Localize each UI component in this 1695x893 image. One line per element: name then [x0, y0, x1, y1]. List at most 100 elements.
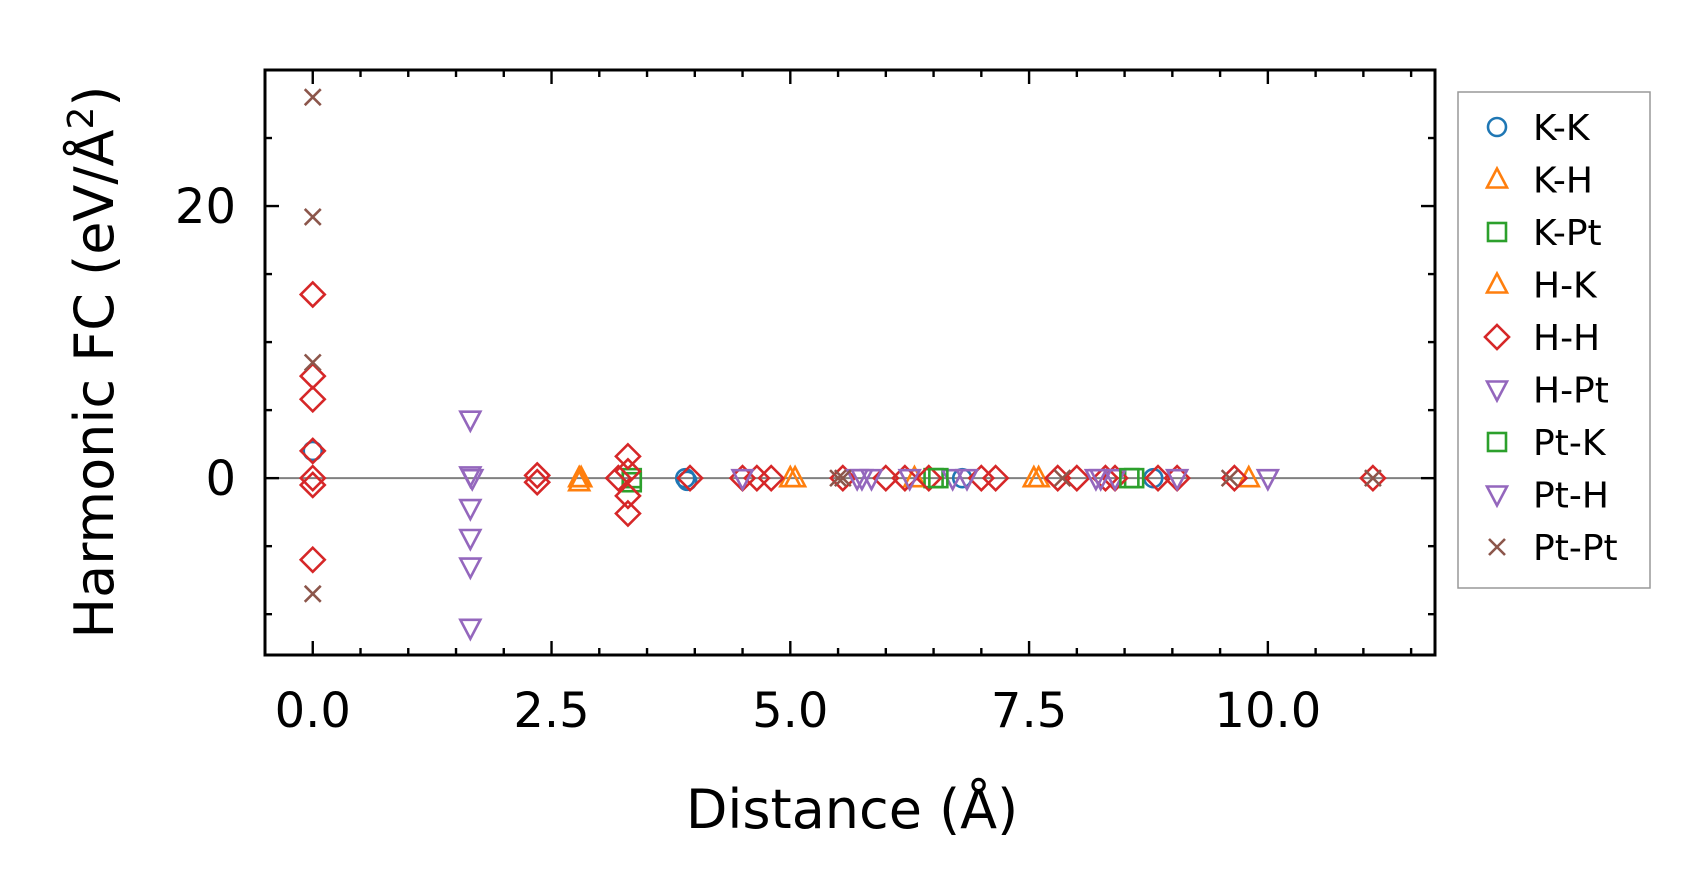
data-point [298, 437, 327, 465]
data-point [676, 464, 704, 492]
data-point [458, 528, 483, 552]
y-axis-label-main: Harmonic FC (eV/Å [62, 129, 126, 638]
series-pt-h [460, 468, 1113, 492]
data-point [298, 471, 327, 499]
data-point [568, 464, 594, 488]
data-point [460, 468, 485, 492]
legend-entry: H-K [1484, 266, 1598, 307]
legend-marker [1486, 116, 1508, 138]
legend-label: H-H [1533, 318, 1600, 359]
y-axis-label: Harmonic FC (eV/Å2) [61, 86, 126, 639]
data-point [757, 464, 786, 492]
data-point [604, 464, 633, 492]
data-point [303, 584, 322, 603]
data-point [458, 618, 483, 642]
data-point [829, 469, 847, 488]
data-point [1164, 468, 1190, 492]
y-axis-label-end: ) [63, 86, 126, 107]
data-point [303, 353, 322, 372]
data-point [1053, 469, 1072, 488]
data-point [298, 464, 327, 492]
y-tick-label: 0 [205, 451, 236, 507]
data-point [523, 461, 552, 490]
data-point [458, 498, 483, 522]
x-tick-label: 10.0 [1214, 683, 1321, 739]
legend-entry: K-H [1484, 161, 1593, 202]
data-point [298, 545, 327, 574]
legend-entry: H-Pt [1484, 371, 1609, 412]
data-point [298, 385, 327, 414]
x-tick-label: 7.5 [991, 683, 1067, 739]
legend-entry: H-H [1483, 318, 1600, 359]
data-point [897, 468, 922, 492]
legend-label: H-Pt [1533, 371, 1609, 412]
data-point [954, 468, 980, 492]
legend-marker [1483, 323, 1511, 351]
legend-entry: Pt-Pt [1488, 528, 1618, 569]
legend-label: K-H [1533, 161, 1593, 202]
data-points [298, 88, 1387, 642]
legend-entry: K-K [1486, 108, 1591, 149]
legend-label: K-K [1533, 108, 1591, 149]
data-point [1021, 464, 1047, 488]
data-point [928, 467, 949, 489]
data-point [298, 280, 327, 309]
legend-marker [1488, 538, 1506, 556]
legend-entry: Pt-K [1486, 423, 1607, 464]
x-tick-label: 0.0 [275, 683, 351, 739]
data-point [1255, 468, 1281, 492]
legend-label: H-K [1533, 266, 1598, 307]
series-h-k [568, 464, 1047, 488]
data-point [523, 468, 552, 497]
data-point [914, 464, 943, 492]
legend-marker [1484, 380, 1510, 404]
data-point [621, 471, 643, 493]
legend-frame [1457, 91, 1651, 589]
x-axis-label: Distance (Å) [686, 777, 1018, 841]
data-point [849, 468, 875, 492]
legend-marker [1484, 270, 1510, 294]
legend-label: Pt-Pt [1533, 528, 1618, 569]
y-tick-labels: 0 20 [175, 179, 236, 507]
data-point [1119, 467, 1140, 489]
data-point [614, 481, 642, 510]
data-point [981, 464, 1010, 492]
data-point [1091, 464, 1120, 492]
legend-entries: K-K K-H K-Pt H-K H-H H-Pt Pt-K Pt-H Pt-Pt [1483, 108, 1618, 569]
data-point [871, 464, 900, 492]
data-point [1364, 469, 1382, 488]
legend-entry: Pt-H [1484, 476, 1609, 517]
data-point [303, 208, 322, 226]
legend-label: Pt-H [1533, 476, 1609, 517]
data-point [891, 464, 919, 492]
legend-marker [1484, 485, 1510, 509]
legend-marker [1486, 431, 1508, 453]
y-axis-label-superscript: 2 [61, 107, 102, 130]
data-point [1088, 468, 1113, 492]
legend-label: Pt-K [1533, 423, 1607, 464]
data-point [833, 469, 852, 488]
y-tick-label: 20 [175, 179, 236, 235]
data-point [676, 470, 698, 492]
data-point [302, 440, 324, 462]
data-point [303, 88, 322, 107]
data-point [782, 464, 808, 488]
data-point [1359, 464, 1387, 492]
data-point [614, 442, 642, 471]
data-point [1062, 464, 1091, 492]
data-point [458, 410, 483, 434]
data-point [614, 499, 642, 528]
x-tick-label: 5.0 [752, 683, 828, 739]
legend-entry: K-Pt [1486, 213, 1602, 254]
legend: K-K K-H K-Pt H-K H-H H-Pt Pt-K Pt-H Pt-Pt [1457, 91, 1651, 589]
plot-area-frame [263, 68, 1437, 657]
data-point [730, 468, 755, 492]
x-tick-labels: 0.0 2.5 5.0 7.5 10.0 [275, 683, 1322, 739]
data-point [1144, 464, 1172, 492]
series-pt-k [928, 467, 1140, 489]
legend-marker [1486, 221, 1508, 243]
legend-label: K-Pt [1533, 213, 1602, 254]
x-tick-label: 2.5 [513, 683, 589, 739]
